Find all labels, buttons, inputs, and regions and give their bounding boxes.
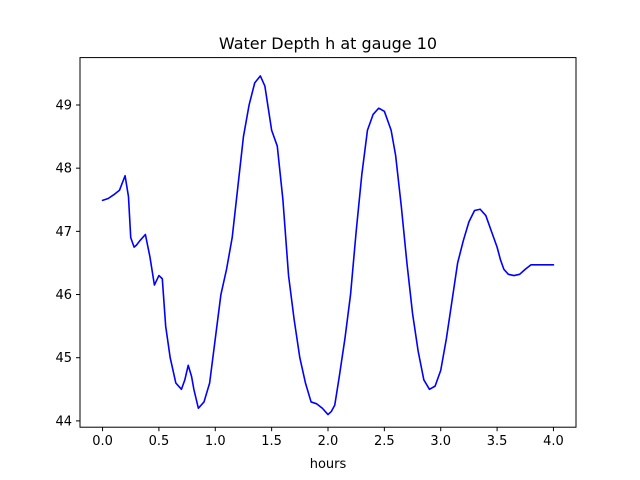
series-line-0 (101, 75, 555, 416)
y-axis: 44 45 46 47 48 49 (55, 98, 80, 429)
y-tick-label: 48 (55, 162, 72, 177)
x-tick-label: 1.0 (205, 434, 226, 449)
x-tick-label: 3.0 (430, 434, 451, 449)
y-tick-label: 46 (55, 288, 72, 303)
x-tick-label: 4.0 (543, 434, 564, 449)
x-tick-label: 2.0 (318, 434, 339, 449)
y-tick-label: 49 (55, 98, 72, 113)
chart-title: Water Depth h at gauge 10 (219, 34, 437, 53)
x-axis-label: hours (310, 457, 347, 472)
plot-area (101, 75, 555, 416)
x-axis: 0.0 0.5 1.0 1.5 2.0 2.5 3.0 3.5 4.0 (92, 427, 564, 449)
x-tick-label: 3.5 (487, 434, 508, 449)
x-tick-label: 2.5 (374, 434, 395, 449)
y-tick-label: 45 (55, 351, 72, 366)
x-tick-label: 0.5 (149, 434, 170, 449)
y-tick-label: 44 (55, 414, 72, 429)
y-tick-label: 47 (55, 225, 72, 240)
x-tick-label: 0.0 (92, 434, 113, 449)
x-tick-label: 1.5 (261, 434, 282, 449)
